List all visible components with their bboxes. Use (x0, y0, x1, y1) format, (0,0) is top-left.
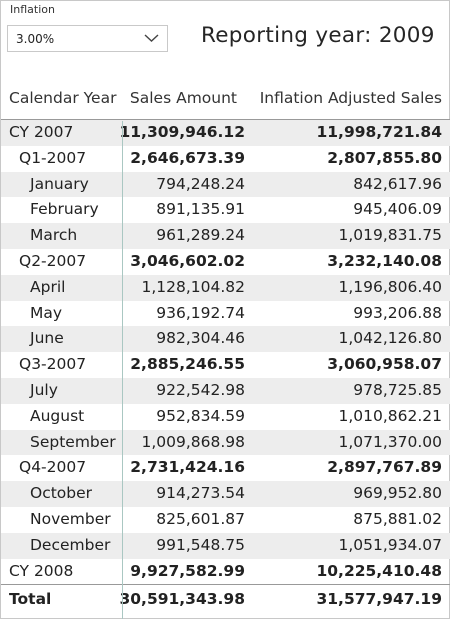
inflation-adjusted-sales-cell: 993,206.88 (353, 303, 442, 322)
header-calendar-year[interactable]: Calendar Year (9, 89, 117, 107)
inflation-adjusted-sales-cell: 978,725.85 (353, 380, 442, 399)
matrix-row[interactable]: CY 2007 11,309,946.12 11,998,721.84 (1, 120, 450, 146)
matrix-row[interactable]: Q2-2007 3,046,602.02 3,232,140.08 (1, 249, 450, 275)
inflation-adjusted-sales-cell: 1,196,806.40 (338, 277, 442, 296)
sales-amount-cell: 891,135.91 (156, 200, 245, 219)
sales-amount-cell: 952,834.59 (156, 406, 245, 425)
sales-amount-cell: 3,046,602.02 (130, 251, 245, 270)
matrix-row[interactable]: August 952,834.59 1,010,862.21 (1, 404, 450, 430)
header-inflation-adjusted-sales[interactable]: Inflation Adjusted Sales (259, 89, 442, 107)
row-label: June (30, 329, 64, 348)
inflation-adjusted-sales-cell: 1,019,831.75 (338, 226, 442, 245)
row-label: Q3-2007 (19, 355, 87, 374)
matrix-body: CY 2007 11,309,946.12 11,998,721.84 Q1-2007… (1, 120, 450, 584)
reporting-year-label: Reporting year: 2009 (201, 23, 435, 48)
sales-amount-cell: 982,304.46 (156, 329, 245, 348)
inflation-adjusted-sales-cell: 945,406.09 (353, 200, 442, 219)
matrix-header-row: Calendar Year Sales Amount Inflation Adj… (1, 82, 450, 120)
row-label: CY 2008 (9, 561, 74, 580)
row-label: April (30, 277, 66, 296)
matrix-row[interactable]: September 1,009,868.98 1,071,370.00 (1, 429, 450, 456)
inflation-adjusted-sales-cell: 1,010,862.21 (338, 406, 442, 425)
inflation-adjusted-sales-cell: 3,060,958.07 (327, 355, 442, 374)
total-label: Total (9, 590, 52, 609)
matrix-row[interactable]: Q3-2007 2,885,246.55 3,060,958.07 (1, 352, 450, 378)
inflation-adjusted-sales-cell: 2,807,855.80 (327, 148, 442, 167)
column-divider (122, 121, 123, 619)
sales-amount-cell: 2,731,424.16 (130, 458, 245, 477)
inflation-adjusted-sales-cell: 3,232,140.08 (327, 251, 442, 270)
matrix-row[interactable]: May 936,192.74 993,206.88 (1, 301, 450, 327)
sales-amount-cell: 991,548.75 (156, 535, 245, 554)
row-label: July (30, 380, 58, 399)
sales-amount-cell: 2,885,246.55 (130, 355, 245, 374)
row-label: Q4-2007 (19, 458, 87, 477)
sales-amount-cell: 936,192.74 (156, 303, 245, 322)
inflation-adjusted-sales-cell: 1,042,126.80 (338, 329, 442, 348)
row-label: January (30, 174, 89, 193)
inflation-adjusted-sales-cell: 875,881.02 (353, 509, 442, 528)
matrix-row[interactable]: March 961,289.24 1,019,831.75 (1, 223, 450, 249)
row-label: CY 2007 (9, 123, 74, 141)
sales-amount-cell: 1,009,868.98 (141, 432, 245, 451)
row-label: August (30, 406, 85, 425)
row-label: May (30, 303, 63, 322)
sales-amount-cell: 922,542.98 (156, 380, 245, 399)
sales-amount-cell: 9,927,582.99 (130, 561, 245, 580)
matrix-row[interactable]: January 794,248.24 842,617.96 (1, 171, 450, 198)
total-inflation-adjusted-sales: 31,577,947.19 (316, 590, 442, 609)
inflation-adjusted-sales-cell: 1,071,370.00 (338, 432, 442, 451)
row-label: Q2-2007 (19, 251, 87, 270)
sales-amount-cell: 961,289.24 (156, 226, 245, 245)
matrix-row[interactable]: April 1,128,104.82 1,196,806.40 (1, 274, 450, 301)
matrix-row[interactable]: November 825,601.87 875,881.02 (1, 507, 450, 533)
matrix-row[interactable]: October 914,273.54 969,952.80 (1, 481, 450, 507)
row-label: September (30, 432, 116, 451)
inflation-adjusted-sales-cell: 11,998,721.84 (316, 123, 442, 141)
sales-amount-cell: 2,646,673.39 (130, 148, 245, 167)
inflation-dropdown-value: 3.00% (16, 32, 55, 46)
row-label: November (30, 509, 111, 528)
row-label: March (30, 226, 78, 245)
total-sales-amount: 30,591,343.98 (119, 590, 245, 609)
matrix-row[interactable]: June 982,304.46 1,042,126.80 (1, 326, 450, 353)
matrix-total-row: Total 30,591,343.98 31,577,947.19 (1, 584, 450, 614)
inflation-adjusted-sales-cell: 969,952.80 (353, 484, 442, 503)
sales-amount-cell: 794,248.24 (156, 174, 245, 193)
sales-amount-cell: 1,128,104.82 (141, 277, 245, 296)
inflation-dropdown[interactable]: 3.00% (7, 25, 168, 52)
matrix-row[interactable]: Q1-2007 2,646,673.39 2,807,855.80 (1, 146, 450, 172)
inflation-adjusted-sales-cell: 10,225,410.48 (316, 561, 442, 580)
inflation-adjusted-sales-cell: 842,617.96 (353, 174, 442, 193)
row-label: Q1-2007 (19, 148, 87, 167)
header-sales-amount[interactable]: Sales Amount (129, 89, 237, 107)
sales-amount-cell: 825,601.87 (156, 509, 245, 528)
matrix-row[interactable]: July 922,542.98 978,725.85 (1, 377, 450, 404)
sales-amount-cell: 914,273.54 (156, 484, 245, 503)
matrix-row[interactable]: December 991,548.75 1,051,934.07 (1, 532, 450, 559)
matrix-row[interactable]: Q4-2007 2,731,424.16 2,897,767.89 (1, 455, 450, 481)
inflation-adjusted-sales-cell: 1,051,934.07 (338, 535, 442, 554)
chevron-down-icon[interactable] (144, 32, 159, 44)
inflation-slicer-title: Inflation (10, 3, 55, 16)
sales-amount-cell: 11,309,946.12 (119, 123, 245, 141)
sales-matrix: Calendar Year Sales Amount Inflation Adj… (1, 82, 450, 614)
row-label: October (30, 484, 93, 503)
inflation-adjusted-sales-cell: 2,897,767.89 (327, 458, 442, 477)
matrix-row[interactable]: CY 2008 9,927,582.99 10,225,410.48 (1, 559, 450, 585)
matrix-row[interactable]: February 891,135.91 945,406.09 (1, 197, 450, 223)
row-label: February (30, 200, 99, 219)
row-label: December (30, 535, 111, 554)
